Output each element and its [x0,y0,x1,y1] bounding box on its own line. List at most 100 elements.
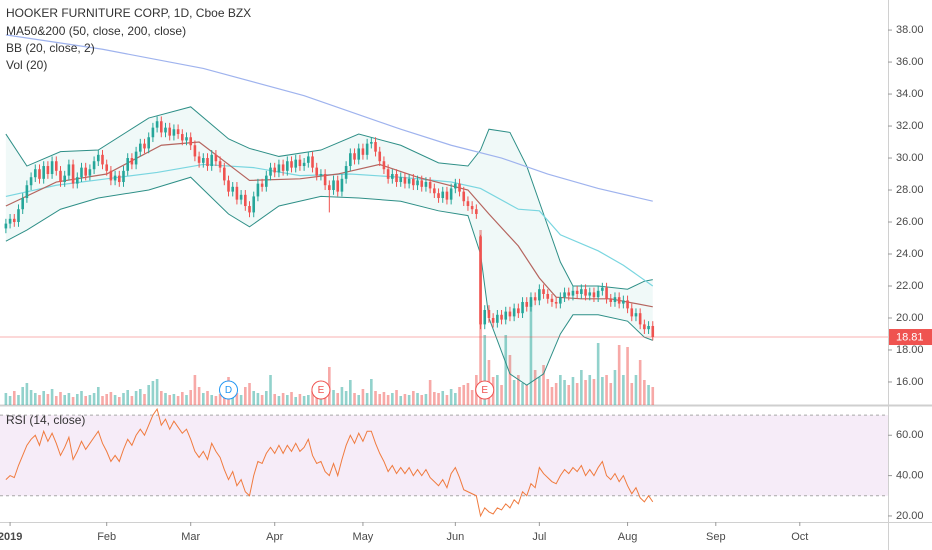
candle-body [563,292,566,298]
volume-bar [29,390,33,405]
volume-bar [298,394,302,405]
volume-bar [382,392,386,405]
x-tick-label: Oct [791,531,808,543]
event-marker [219,380,239,400]
volume-bar [273,394,277,405]
volume-bar [25,383,29,405]
x-tick-label: Jul [532,531,546,543]
volume-bar [512,380,516,405]
volume-bar [281,393,285,405]
y-tick-label: 24.00 [896,248,924,260]
volume-bar [554,383,558,405]
candle-body [138,143,142,152]
candle-body [172,129,176,136]
volume-bar [71,397,75,405]
candle-body [328,185,331,191]
candle-body [323,174,327,186]
volume-bar [546,379,550,405]
candle-body [617,297,621,304]
volume-bar [504,335,508,405]
candle-body [588,292,592,296]
volume-bar [54,396,58,405]
candle-body [298,159,302,167]
volume-bar [113,395,117,405]
candle-body [202,158,205,163]
last-price-label: 18.81 [896,331,924,343]
candle-body [584,289,587,296]
candle-body [96,154,100,162]
candle-body [559,297,562,304]
volume-bar [626,347,629,405]
candle-body [21,198,24,210]
candle-body [575,290,579,294]
volume-bar [462,385,466,405]
volume-bar [75,394,79,405]
volume-bar [449,389,453,405]
volume-bar [290,392,293,405]
candle-body [470,206,474,210]
candle-body [277,164,281,173]
candle-body [92,161,96,170]
candle-body [252,196,256,213]
candle-body [88,169,92,176]
volume-bar [483,335,487,405]
volume-bar [311,391,314,405]
volume-bar [601,377,604,405]
candle-body [651,325,655,338]
volume-bar [403,394,407,405]
candle-body [370,142,373,144]
volume-bar [33,393,37,405]
candle-body [260,183,264,187]
candle-body [294,159,298,168]
volume-bar [50,389,54,405]
candle-body [412,178,415,186]
volume-bar [596,343,600,405]
candle-body [130,158,134,165]
bollinger-fill [5,106,653,386]
y-tick-label: 28.00 [896,184,924,196]
volume-bar [445,395,449,405]
candle-body [622,300,625,304]
candle-body [596,290,600,298]
event-label: E [481,385,488,396]
rsi-pane [0,407,888,518]
candle-body [84,167,87,176]
last-price-box [889,329,932,346]
volume-bar [193,375,197,405]
candle-body [475,209,478,215]
x-tick-label: Jun [446,531,464,543]
volume-bar [256,393,260,405]
volume-bar [353,393,356,405]
volume-bar [239,395,243,405]
volume-bar [365,393,369,405]
candle-body [46,166,50,175]
candle-body [508,311,512,317]
volume-bar [172,394,176,405]
y-tick-label: 36.00 [896,56,924,68]
x-tick-label: Mar [181,531,200,543]
candle-body [319,174,323,176]
candle-body [550,298,554,302]
volume-bar [559,375,562,405]
volume-bar [529,300,533,405]
y-tick-label: 20.00 [896,510,924,522]
volume-bar [441,391,445,405]
volume-bar [584,380,587,405]
volume-bar [159,391,163,405]
y-tick-label: 38.00 [896,24,924,36]
volume-bar [130,396,134,405]
candle-body [634,313,638,317]
volume-bar [185,395,188,405]
volume-bar [151,381,155,405]
volume-bar [588,375,592,405]
volume-bar [420,395,424,405]
candle-body [437,193,440,199]
candle-body [185,137,188,141]
volume-bar [109,392,113,405]
volume-bar [567,385,571,405]
x-tick-label: 2019 [0,531,22,543]
candle-body [491,317,495,323]
candle-body [12,218,16,223]
y-tick-label: 16.00 [896,376,924,388]
